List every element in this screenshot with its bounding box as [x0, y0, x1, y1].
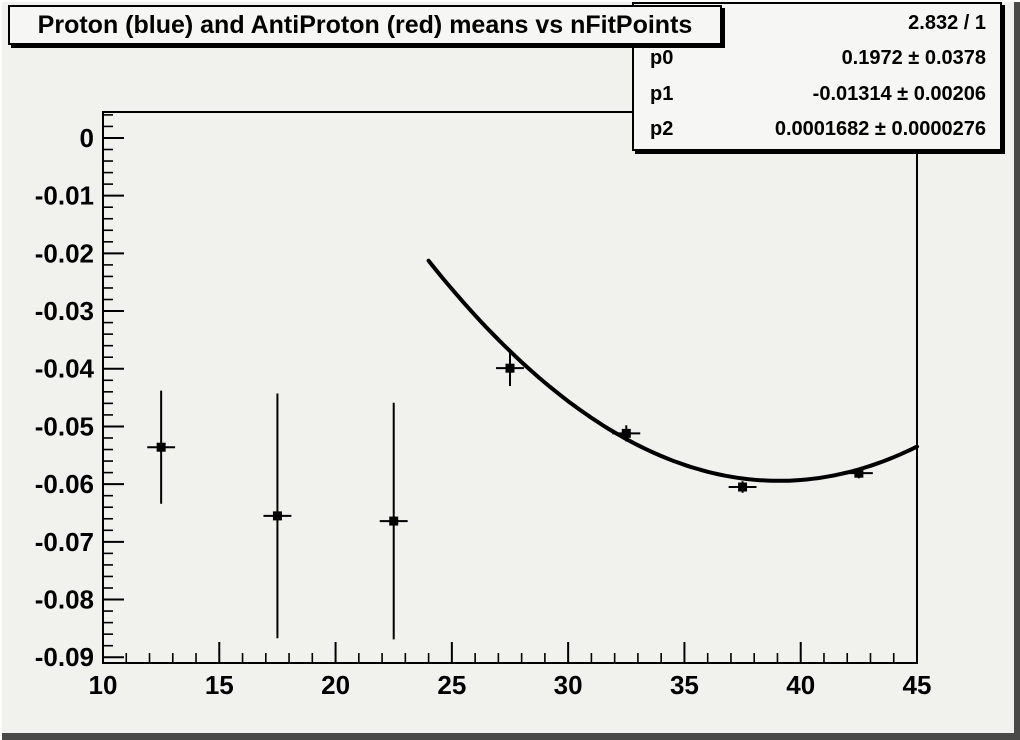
- p0-value: 0.1972 ± 0.0378: [841, 47, 986, 70]
- window-bevel-left: [0, 0, 2, 740]
- plot-frame: [102, 111, 918, 664]
- stats-row-chi2: 2.832 / 1: [634, 6, 1000, 41]
- y-axis-tick-label: -0.03: [35, 296, 94, 326]
- window-bevel-bottom: [2, 733, 1020, 740]
- p1-label: p1: [650, 82, 674, 105]
- window-bevel-top: [0, 0, 1020, 2]
- y-axis-tick-label: -0.07: [35, 527, 94, 557]
- stats-row-p1: p1 -0.01314 ± 0.00206: [634, 77, 1000, 112]
- data-point-marker: [389, 516, 399, 526]
- y-axis-tick-label: -0.08: [35, 585, 94, 615]
- data-point-marker: [505, 363, 515, 373]
- fit-stats-box[interactable]: 2.832 / 1 p0 0.1972 ± 0.0378 p1 -0.01314…: [632, 2, 1002, 151]
- y-axis-tick-label: 0: [80, 123, 94, 153]
- x-axis-tick-label: 40: [786, 670, 815, 700]
- fit-curve: [426, 258, 919, 483]
- y-axis-tick-label: -0.09: [35, 642, 94, 672]
- x-axis-tick-label: 30: [554, 670, 583, 700]
- plot-title-box[interactable]: Proton (blue) and AntiProton (red) means…: [8, 5, 722, 45]
- y-axis-tick-label: -0.05: [35, 411, 94, 441]
- x-axis-tick-label: 20: [321, 670, 350, 700]
- y-axis-tick-label: -0.06: [35, 469, 94, 499]
- data-point-marker: [738, 482, 748, 492]
- p2-label: p2: [650, 117, 674, 140]
- p1-value: -0.01314 ± 0.00206: [812, 82, 986, 105]
- y-axis-tick-label: -0.04: [35, 354, 95, 384]
- chi2-value: 2.832 / 1: [908, 12, 986, 35]
- plot-title: Proton (blue) and AntiProton (red) means…: [37, 10, 693, 39]
- data-point-marker: [854, 468, 864, 478]
- x-axis-tick-label: 45: [903, 670, 932, 700]
- x-axis-tick-label: 25: [437, 670, 466, 700]
- stats-row-p0: p0 0.1972 ± 0.0378: [634, 41, 1000, 76]
- window-bevel-right: [1014, 2, 1020, 740]
- x-axis-tick-label: 10: [89, 670, 118, 700]
- data-point-marker: [272, 511, 282, 521]
- x-axis-tick-label: 35: [670, 670, 699, 700]
- p2-value: 0.0001682 ± 0.0000276: [774, 117, 986, 140]
- x-axis-tick-label: 15: [205, 670, 234, 700]
- stats-row-p2: p2 0.0001682 ± 0.0000276: [634, 112, 1000, 147]
- y-axis-tick-label: -0.02: [35, 238, 94, 268]
- y-axis-tick-label: -0.01: [35, 181, 94, 211]
- data-point-marker: [156, 442, 166, 452]
- data-point-marker: [621, 428, 631, 438]
- p0-label: p0: [650, 47, 674, 70]
